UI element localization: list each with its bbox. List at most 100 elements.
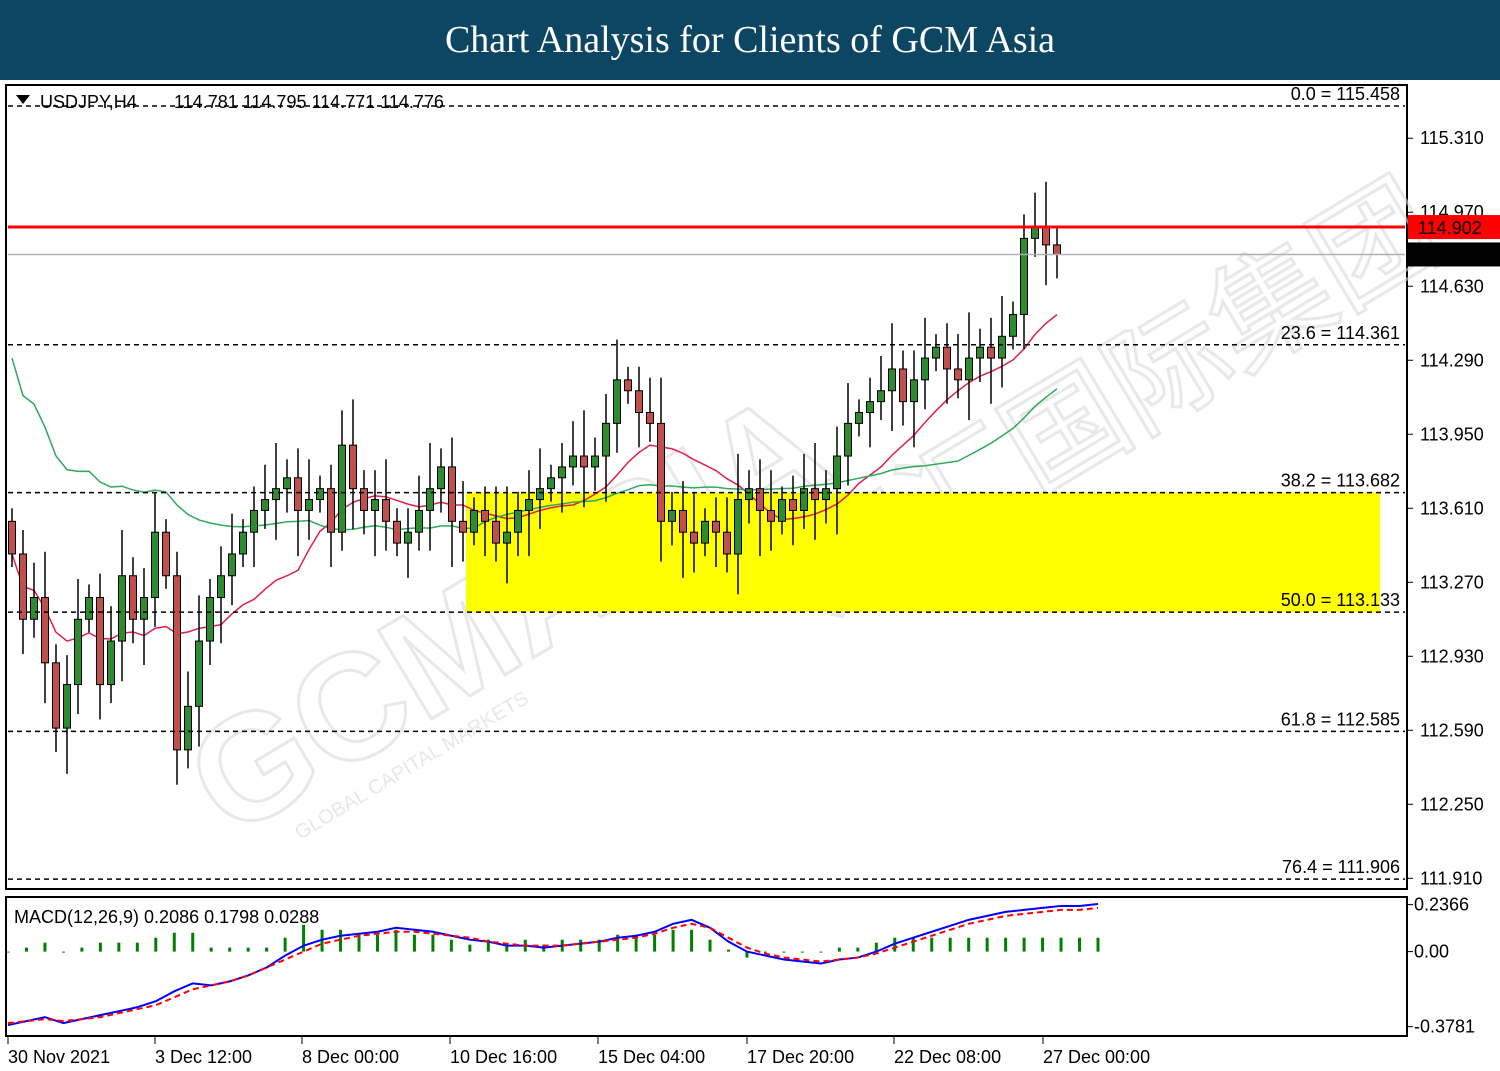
candle-body	[855, 411, 863, 424]
candle-body	[921, 357, 929, 381]
candle-body	[8, 520, 16, 555]
candle-body	[140, 597, 148, 620]
macd-panel-frame	[5, 896, 1408, 1037]
candle-body	[745, 488, 753, 501]
candle-body	[811, 488, 819, 501]
candle-body	[800, 488, 808, 511]
candle-body	[470, 509, 478, 533]
ohlc-values: 114.781 114.795 114.771 114.776	[174, 92, 444, 112]
candle-body	[492, 520, 500, 544]
candle-body	[327, 488, 335, 533]
candle-body	[932, 346, 940, 359]
candle-body	[690, 531, 698, 544]
x-tick-label: 30 Nov 2021	[8, 1047, 110, 1067]
candle-body	[349, 444, 357, 490]
candle-body	[756, 488, 764, 511]
candle-body	[1053, 244, 1061, 255]
fib-level-label: 61.8 = 112.585	[1281, 709, 1400, 729]
candle-body	[360, 488, 368, 511]
candle-body	[976, 346, 984, 359]
candle-body	[943, 346, 951, 370]
candle-body	[998, 335, 1006, 359]
candle-body	[206, 597, 214, 642]
candle-body	[734, 499, 742, 555]
candle-body	[162, 531, 170, 577]
candle-body	[679, 509, 687, 533]
resistance-price-label: 114.902	[1418, 218, 1482, 238]
candle-body	[646, 411, 654, 424]
candle-body	[767, 509, 775, 522]
candle-body	[965, 357, 973, 381]
candle-body	[272, 488, 280, 501]
candle-body	[624, 379, 632, 392]
candle-body	[635, 390, 643, 413]
candle-body	[338, 444, 346, 533]
candle-body	[547, 477, 555, 490]
candle-body	[30, 597, 38, 620]
candle-body	[910, 379, 918, 403]
candle-body	[569, 455, 577, 468]
candle-body	[228, 553, 236, 577]
candle-body	[866, 401, 874, 413]
candle-body	[41, 597, 49, 664]
macd-y-tick-label: 0.2366	[1414, 895, 1469, 915]
candle-body	[668, 509, 676, 522]
candle-body	[1031, 226, 1039, 239]
macd-signal-line	[7, 906, 1099, 1025]
candle-body	[712, 520, 720, 533]
candle-body	[239, 531, 247, 555]
resistance-price-badge	[1408, 215, 1500, 240]
candle-body	[404, 531, 412, 544]
candle-body	[459, 520, 467, 533]
candle-body	[877, 390, 885, 403]
macd-y-tick-label: -0.3781	[1414, 1017, 1475, 1037]
moving-average-fast	[11, 314, 1058, 642]
candle-body	[888, 368, 896, 392]
candle-body	[1020, 237, 1028, 316]
candle-body	[316, 488, 324, 501]
y-tick-label: 111.910	[1420, 868, 1482, 888]
candle-body	[118, 575, 126, 642]
candle-body	[481, 509, 489, 522]
candle-body	[283, 477, 291, 490]
current-price-badge	[1408, 242, 1500, 267]
moving-average-slow	[11, 357, 1058, 531]
candle-body	[173, 575, 181, 751]
fib-level-label: 50.0 = 113.133	[1281, 590, 1400, 610]
y-tick-label: 114.290	[1420, 350, 1484, 370]
candle-body	[1042, 226, 1050, 246]
chart-banner-title: Chart Analysis for Clients of GCM Asia	[0, 0, 1500, 80]
x-tick-label: 3 Dec 12:00	[155, 1047, 252, 1067]
candle-body	[437, 466, 445, 490]
candle-body	[954, 368, 962, 381]
x-tick-label: 10 Dec 16:00	[450, 1047, 557, 1067]
candle-body	[250, 509, 258, 533]
candle-body	[833, 455, 841, 490]
candle-body	[74, 618, 82, 686]
x-tick-label: 8 Dec 00:00	[302, 1047, 399, 1067]
candle-body	[382, 499, 390, 522]
candle-body	[294, 477, 302, 511]
x-tick-label: 15 Dec 04:00	[598, 1047, 705, 1067]
candle-body	[723, 531, 731, 555]
y-tick-label: 113.610	[1420, 498, 1484, 518]
candle-body	[85, 597, 93, 620]
candle-body	[129, 575, 137, 620]
candle-body	[261, 499, 269, 511]
macd-y-tick-label: 0.00	[1414, 942, 1449, 962]
candle-body	[778, 499, 786, 522]
collapse-triangle-icon[interactable]	[16, 95, 30, 104]
y-tick-label: 114.630	[1420, 276, 1484, 296]
y-tick-label: 112.930	[1420, 646, 1484, 666]
support-zone	[466, 492, 1380, 613]
candle-body	[448, 466, 456, 522]
symbol-label: USDJPY,H4	[40, 92, 137, 112]
macd-label: MACD(12,26,9) 0.2086 0.1798 0.0288	[14, 907, 319, 927]
candle-body	[195, 640, 203, 707]
candle-body	[63, 684, 71, 729]
candle-body	[591, 455, 599, 468]
x-tick-label: 27 Dec 00:00	[1043, 1047, 1150, 1067]
candle-body	[822, 488, 830, 501]
candle-body	[426, 488, 434, 511]
price-chart: GCMASIA GLOBAL CAPITAL MARKETS 宏汇国际集团 0.…	[5, 84, 1500, 1067]
